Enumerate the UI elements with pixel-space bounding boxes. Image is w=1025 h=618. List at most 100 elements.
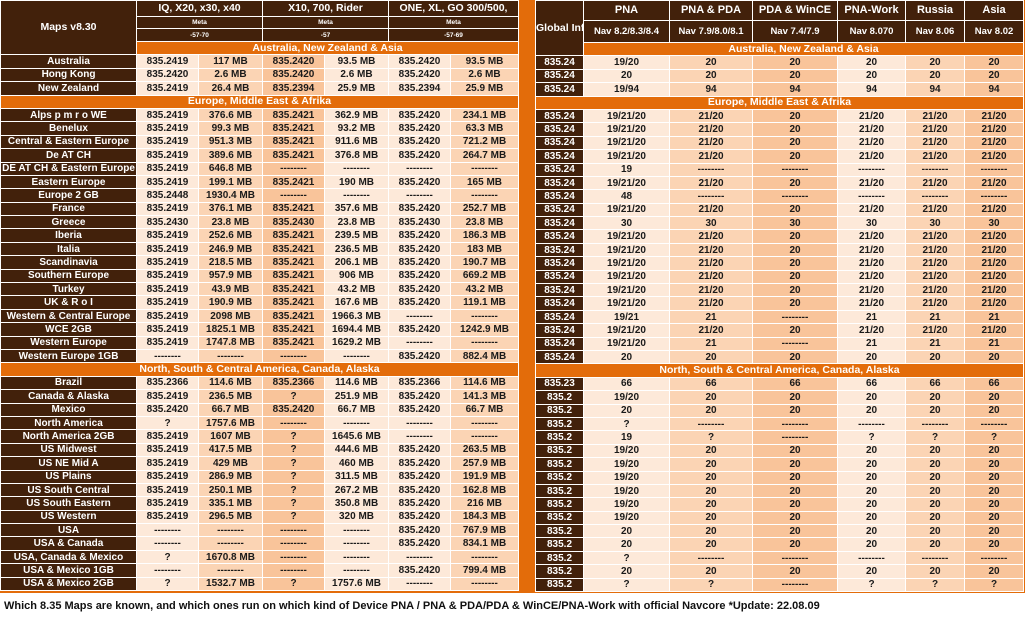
compat-value: -------- bbox=[669, 416, 753, 432]
table-row: 835.24 20 20 20 20 20 20 bbox=[535, 349, 1024, 365]
global-version: 835.24 bbox=[535, 202, 584, 218]
global-version: 835.24 bbox=[535, 149, 584, 164]
map-version: 835.2420 bbox=[388, 134, 451, 150]
table-row: De AT CH 835.2419 389.6 MB 835.2421 376.8 MB… bbox=[0, 148, 519, 163]
map-version: 835.2421 bbox=[262, 107, 325, 123]
map-version: 835.2420 bbox=[388, 563, 451, 578]
compat-value: 21/20 bbox=[905, 202, 965, 218]
section-row: North, South & Central America, Canada, … bbox=[535, 363, 1024, 378]
compat-value: 21/20 bbox=[905, 108, 965, 124]
map-size: 1825.1 MB bbox=[198, 322, 263, 337]
compat-value: 21/20 bbox=[669, 122, 753, 137]
map-size: 239.5 MB bbox=[324, 228, 389, 243]
global-version: 835.24 bbox=[535, 55, 584, 70]
compat-value: 19/21 bbox=[583, 309, 670, 325]
global-version: 835.2 bbox=[535, 564, 584, 579]
global-version: 835.2 bbox=[535, 457, 584, 472]
map-version: 835.2420 bbox=[388, 322, 451, 337]
global-version: 835.2 bbox=[535, 443, 584, 459]
compat-value: -------- bbox=[964, 162, 1024, 177]
compat-value: ? bbox=[583, 416, 670, 432]
device-group-header: X10, 700, Rider bbox=[262, 0, 389, 17]
global-version: 835.24 bbox=[535, 336, 584, 351]
table-row: 835.24 19/21/20 21/20 20 21/20 21/20 21/20 bbox=[535, 269, 1024, 285]
map-version: -------- bbox=[388, 188, 451, 203]
compat-value: 20 bbox=[752, 510, 838, 526]
map-size: 951.3 MB bbox=[198, 134, 263, 150]
global-version: 835.24 bbox=[535, 323, 584, 338]
table-row: France 835.2419 376.1 MB 835.2421 357.6 MB 83… bbox=[0, 201, 519, 217]
compat-value: 20 bbox=[837, 537, 906, 552]
map-size: -------- bbox=[198, 523, 263, 538]
compat-value: -------- bbox=[837, 189, 906, 204]
table-row: 835.2 19/20 20 20 20 20 20 bbox=[535, 443, 1024, 459]
compat-value: 20 bbox=[837, 68, 906, 84]
compat-value: 19/21/20 bbox=[583, 202, 670, 218]
map-version: 835.2419 bbox=[136, 469, 199, 484]
map-size: -------- bbox=[324, 563, 389, 578]
compat-value: 21 bbox=[837, 336, 906, 351]
compat-value: -------- bbox=[964, 189, 1024, 204]
compat-value: 21/20 bbox=[905, 175, 965, 191]
map-size: 183 MB bbox=[450, 241, 519, 257]
map-size: 63.3 MB bbox=[450, 121, 519, 136]
compat-value: 21/20 bbox=[964, 122, 1024, 137]
compat-value: 66 bbox=[964, 376, 1024, 392]
table-row: 835.24 19/94 94 94 94 94 94 bbox=[535, 82, 1024, 97]
compat-value: 20 bbox=[905, 537, 965, 552]
spreadsheet: Maps v8.30 IQ, X20, x30, x40 X10, 700, Rid… bbox=[0, 0, 1025, 593]
compat-value: 19/21/20 bbox=[583, 122, 670, 137]
map-name: North America 2GB bbox=[0, 429, 137, 444]
map-version: 835.2421 bbox=[262, 282, 325, 297]
table-row: Benelux 835.2419 99.3 MB 835.2421 93.2 MB 835… bbox=[0, 121, 519, 136]
compat-value: 19/21/20 bbox=[583, 283, 670, 298]
compat-value: 21/20 bbox=[905, 242, 965, 258]
map-version: 835.2421 bbox=[262, 201, 325, 217]
table-row: USA -------- -------- -------- -------- 835.2… bbox=[0, 523, 519, 538]
table-row: Western Europe 1GB -------- -------- ------… bbox=[0, 348, 519, 364]
table-row: 835.2 19/20 20 20 20 20 20 bbox=[535, 457, 1024, 472]
table-row: 835.2?? --------??? bbox=[535, 577, 1024, 593]
map-version: 835.2419 bbox=[136, 255, 199, 270]
map-size: -------- bbox=[324, 161, 389, 176]
compat-value: 19/20 bbox=[583, 443, 670, 459]
map-version: 835.2421 bbox=[262, 121, 325, 136]
global-version: 835.24 bbox=[535, 162, 584, 177]
compat-value: 21/20 bbox=[905, 323, 965, 338]
table-row: Greece 835.2430 23.8 MB 835.2430 23.8 MB 835.… bbox=[0, 215, 519, 230]
global-version: 835.24 bbox=[535, 122, 584, 137]
global-version: 835.2 bbox=[535, 550, 584, 566]
section-title: Europe, Middle East & Afrika bbox=[535, 95, 1024, 110]
compat-value: 20 bbox=[752, 537, 838, 552]
map-size: 263.5 MB bbox=[450, 442, 519, 458]
compat-value: 66 bbox=[905, 376, 965, 392]
compat-value: 20 bbox=[669, 443, 753, 459]
map-size: 66.7 MB bbox=[198, 402, 263, 417]
compat-value: 94 bbox=[669, 82, 753, 97]
compat-value: 21/20 bbox=[964, 283, 1024, 298]
table-row: 835.2 19/20 20 20 20 20 20 bbox=[535, 510, 1024, 526]
map-version: ? bbox=[136, 576, 199, 592]
compat-value: ? bbox=[837, 430, 906, 445]
compat-value: 20 bbox=[964, 443, 1024, 459]
compat-value: 20 bbox=[752, 296, 838, 311]
compat-value: 20 bbox=[669, 457, 753, 472]
map-version: 835.2419 bbox=[136, 509, 199, 525]
map-version: 835.2419 bbox=[136, 308, 199, 324]
compat-value: 19/20 bbox=[583, 497, 670, 512]
nav-version-header: Nav 8.070 bbox=[837, 20, 906, 43]
map-size: 167.6 MB bbox=[324, 295, 389, 310]
map-version: 835.2420 bbox=[388, 482, 451, 498]
map-version: 835.2420 bbox=[136, 402, 199, 417]
compat-value: 20 bbox=[752, 457, 838, 472]
map-name: Brazil bbox=[0, 375, 137, 391]
compat-value: 66 bbox=[752, 376, 838, 392]
map-name: Hong Kong bbox=[0, 67, 137, 83]
table-row: Australia 835.2419 117 MB 835.2420 93.5 MB 83… bbox=[0, 54, 519, 69]
compat-value: 20 bbox=[583, 537, 670, 552]
table-row: Eastern Europe 835.2419 199.1 MB 835.2421 19… bbox=[0, 174, 519, 190]
compat-value: 19 bbox=[583, 430, 670, 445]
compat-value: 20 bbox=[837, 349, 906, 365]
compat-value: -------- bbox=[752, 577, 838, 593]
map-version: ? bbox=[136, 415, 199, 431]
